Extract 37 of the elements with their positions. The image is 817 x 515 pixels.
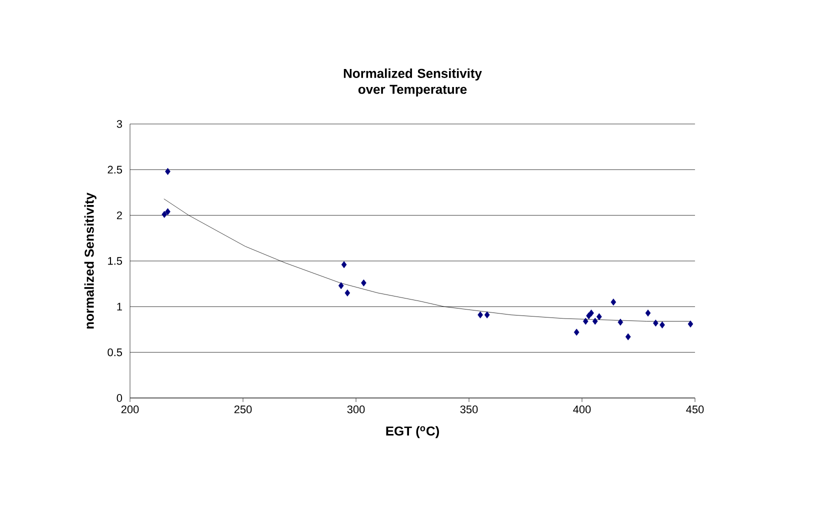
point	[338, 282, 344, 290]
point	[586, 312, 592, 320]
point	[688, 320, 694, 328]
point	[361, 279, 366, 286]
y-tick-label: 2	[116, 212, 122, 220]
x-tick-label: 300	[347, 406, 365, 414]
x-tick-label: 250	[234, 406, 252, 414]
point	[344, 289, 350, 296]
x-tick-label: 350	[460, 406, 478, 414]
point	[596, 313, 602, 320]
point	[625, 333, 631, 340]
x-tick-label: 400	[573, 406, 591, 414]
point	[610, 298, 616, 306]
point	[660, 321, 665, 328]
y-tick-label: 3	[116, 120, 122, 128]
point	[592, 318, 598, 325]
point	[484, 311, 490, 318]
point	[618, 318, 624, 326]
point	[165, 208, 170, 216]
x-axis-title: EGT ($^{o}$C)	[386, 426, 439, 438]
point	[582, 318, 588, 325]
x-tick-label: 450	[686, 406, 704, 414]
y-axis-title: normalized Sensitivity	[84, 192, 96, 328]
point	[574, 328, 580, 336]
x-tick-label: 200	[121, 406, 139, 414]
chart-title: Normalized Sensitivity over Temperature	[344, 68, 482, 96]
point	[165, 168, 170, 175]
point	[478, 311, 483, 318]
y-tick-label: 2.5	[108, 166, 122, 174]
y-tick-label: 1.5	[108, 257, 122, 265]
point	[645, 310, 651, 317]
y-tick-label: 1	[117, 302, 122, 310]
y-tick-label: 0	[116, 394, 122, 402]
point	[653, 320, 658, 327]
y-tick-label: 0.5	[108, 348, 122, 356]
point	[341, 261, 347, 268]
point	[162, 210, 168, 218]
